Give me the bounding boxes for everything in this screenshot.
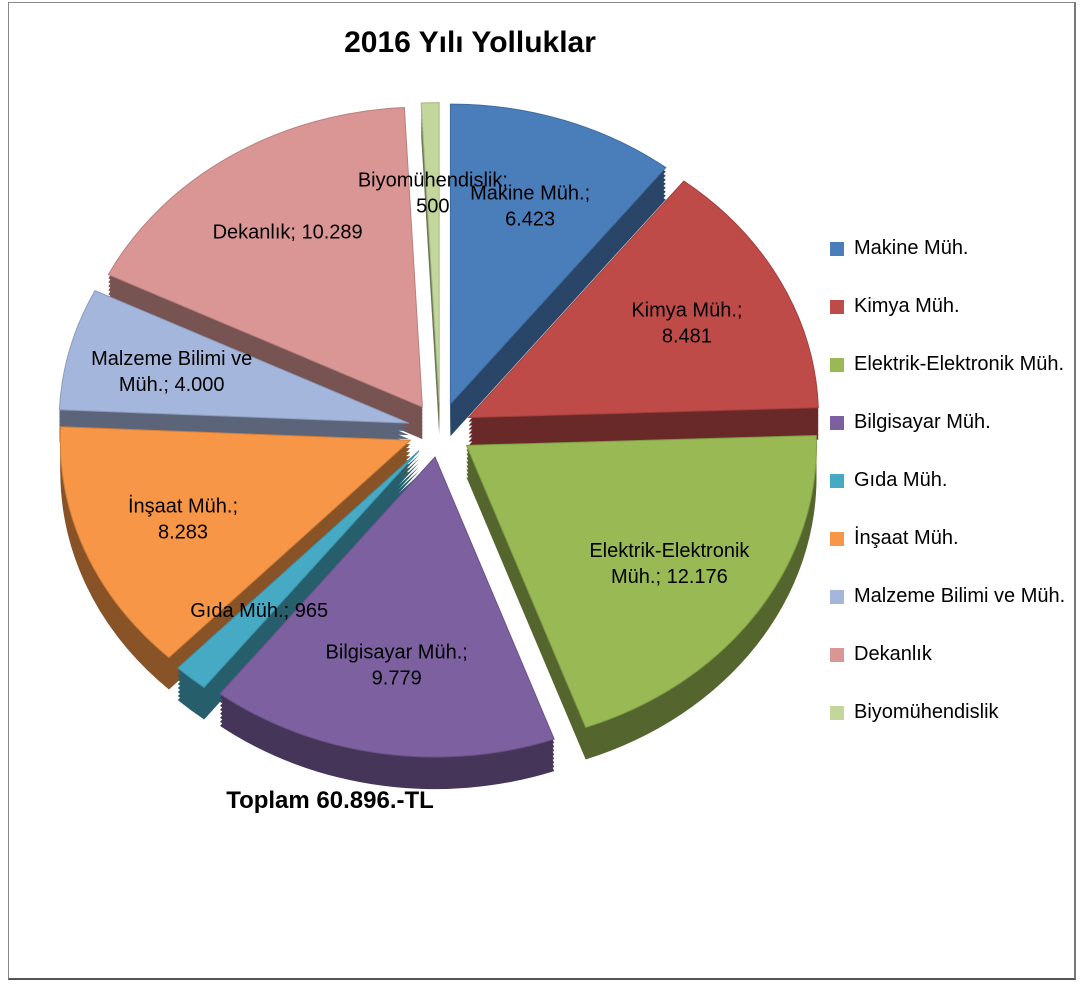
legend-label: Biyomühendislik: [854, 701, 999, 723]
slice: [449, 103, 667, 406]
legend-swatch: [830, 300, 844, 314]
legend: Makine Müh. Kimya Müh. Elektrik-Elektronik…: [830, 236, 1070, 758]
legend-swatch: [830, 242, 844, 256]
slice: [465, 434, 817, 729]
legend-swatch: [830, 358, 844, 372]
data-label: Elektrik-Elektronik Müh.; 12.176: [589, 540, 750, 588]
data-label: Makine Müh.; 6.423: [470, 182, 590, 230]
legend-swatch: [830, 474, 844, 488]
legend-label: Elektrik-Elektronik Müh.: [854, 353, 1065, 375]
legend-label: Makine Müh.: [854, 237, 969, 259]
legend-item: Makine Müh.: [830, 236, 1070, 294]
legend-label: Malzeme Bilimi ve Müh.: [854, 585, 1066, 607]
legend-swatch: [830, 416, 844, 430]
legend-item: Elektrik-Elektronik Müh.: [830, 352, 1070, 410]
slice: [58, 290, 410, 424]
data-label: Malzeme Bilimi ve Müh.; 4.000: [91, 348, 252, 396]
pie: [58, 102, 819, 790]
legend-label: Dekanlık: [854, 643, 932, 665]
legend-label: Kimya Müh.: [854, 295, 960, 317]
data-label: Kimya Müh.; 8.481: [631, 299, 742, 347]
data-label: İnşaat Müh.; 8.283: [128, 495, 238, 544]
legend-label: Bilgisayar Müh.: [854, 411, 991, 433]
legend-swatch: [830, 648, 844, 662]
legend-item: Kimya Müh.: [830, 294, 1070, 352]
legend-swatch: [830, 590, 844, 604]
legend-swatch: [830, 706, 844, 720]
total-annotation: Toplam 60.896.-TL: [226, 787, 434, 814]
slice: [107, 106, 423, 408]
legend-item: Bilgisayar Müh.: [830, 410, 1070, 468]
legend-item: Biyomühendislik: [830, 700, 1070, 758]
slice: [176, 450, 420, 689]
chart-title: 2016 Yılı Yolluklar: [344, 26, 596, 59]
legend-swatch: [830, 532, 844, 546]
slice: [420, 102, 440, 403]
chart-border: [8, 2, 1076, 980]
data-label: Biyomühendislik; 500: [358, 170, 508, 218]
legend-label: Gıda Müh.: [854, 469, 948, 491]
legend-item: Malzeme Bilimi ve Müh.: [830, 584, 1070, 642]
slice: [59, 426, 412, 659]
data-label: Dekanlık; 10.289: [213, 222, 363, 244]
slice: [219, 456, 555, 758]
data-label: Gıda Müh.; 965: [190, 600, 328, 622]
legend-label: İnşaat Müh.: [854, 527, 959, 549]
legend-item: Gıda Müh.: [830, 468, 1070, 526]
slice: [467, 180, 819, 419]
data-label: Bilgisayar Müh.; 9.779: [326, 642, 468, 690]
legend-item: İnşaat Müh.: [830, 526, 1070, 584]
data-labels: Makine Müh.; 6.423 Kimya Müh.; 8.481 Elektri…: [91, 170, 750, 690]
legend-item: Dekanlık: [830, 642, 1070, 700]
